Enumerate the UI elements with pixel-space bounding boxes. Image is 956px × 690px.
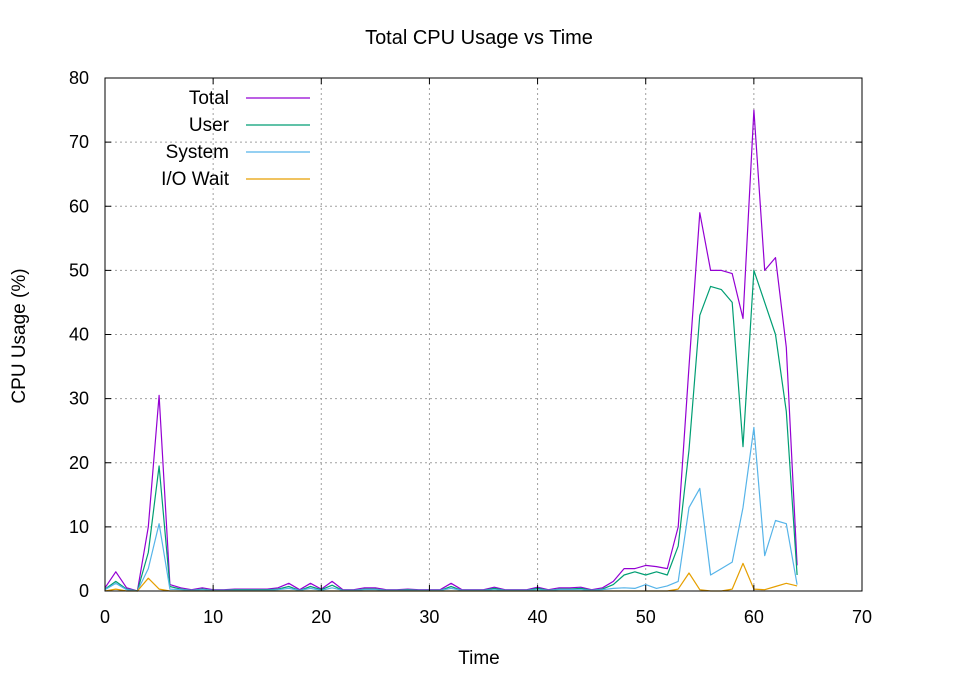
- x-tick-label: 70: [852, 607, 872, 627]
- legend-label-i-o-wait: I/O Wait: [161, 169, 230, 190]
- x-tick-label: 10: [203, 607, 223, 627]
- x-tick-label: 50: [636, 607, 656, 627]
- series-line-total: [104, 109, 798, 592]
- grid-lines: [105, 78, 862, 591]
- axis-ticks: 0 10 20 30 40 50 60 70 0 10 20 30 40 50 60 70 80: [69, 68, 872, 627]
- legend-label-total: Total: [189, 88, 229, 109]
- y-axis-label: CPU Usage (%): [9, 268, 30, 403]
- y-tick-label: 70: [69, 132, 89, 152]
- x-tick-label: 0: [100, 607, 110, 627]
- y-tick-label: 10: [69, 517, 89, 537]
- chart-title: Total CPU Usage vs Time: [365, 27, 593, 49]
- legend-label-user: User: [189, 115, 230, 136]
- y-tick-label: 0: [79, 581, 89, 601]
- series-line-system: [104, 426, 798, 592]
- y-tick-label: 30: [69, 389, 89, 409]
- y-tick-label: 20: [69, 453, 89, 473]
- x-tick-label: 60: [744, 607, 764, 627]
- y-tick-label: 80: [69, 68, 89, 88]
- x-tick-label: 20: [311, 607, 331, 627]
- y-tick-label: 50: [69, 260, 89, 280]
- legend: Total User System I/O Wait: [161, 88, 310, 190]
- y-tick-label: 40: [69, 325, 89, 345]
- x-tick-label: 40: [528, 607, 548, 627]
- legend-label-system: System: [166, 142, 229, 163]
- x-axis-label: Time: [458, 648, 500, 669]
- y-tick-label: 60: [69, 196, 89, 216]
- x-tick-label: 30: [419, 607, 439, 627]
- series-line-user: [104, 269, 798, 592]
